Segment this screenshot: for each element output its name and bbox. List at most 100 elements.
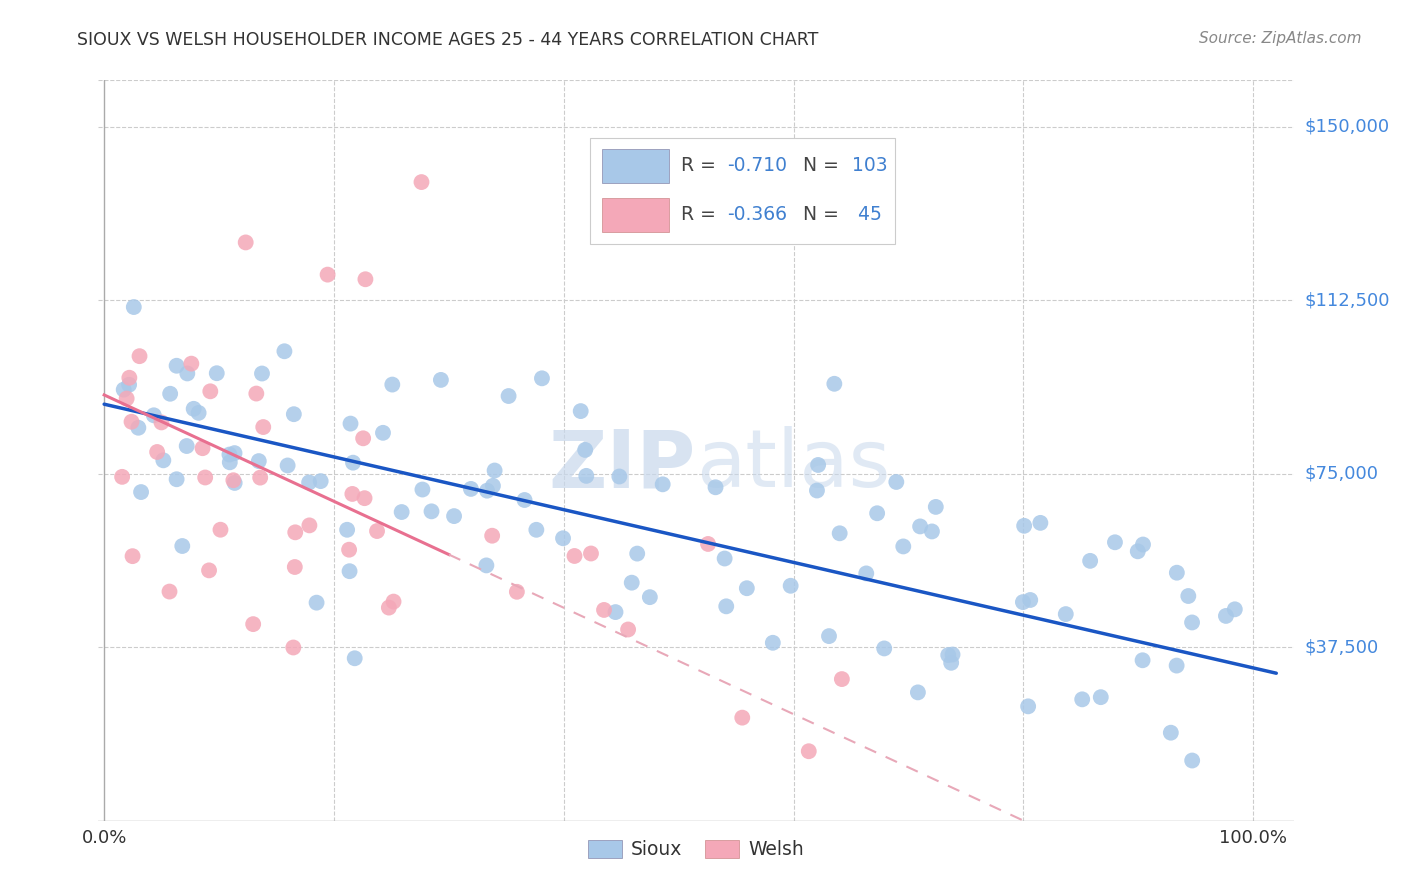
Point — [224, 475, 246, 490]
Point — [183, 401, 205, 416]
Point — [337, 542, 360, 557]
Text: -0.366: -0.366 — [727, 205, 787, 224]
Point — [941, 656, 963, 670]
Point — [159, 584, 181, 599]
Point — [1104, 535, 1126, 549]
Point — [806, 483, 828, 498]
Point — [697, 537, 720, 551]
Point — [925, 500, 948, 514]
Point — [1012, 595, 1035, 609]
Point — [593, 603, 616, 617]
Point — [128, 349, 150, 363]
Point — [1017, 699, 1039, 714]
Point — [118, 377, 141, 392]
Point — [605, 605, 627, 619]
Text: atlas: atlas — [696, 426, 890, 504]
Point — [430, 373, 453, 387]
Point — [150, 416, 173, 430]
Point — [118, 370, 141, 384]
Text: -0.710: -0.710 — [727, 156, 787, 175]
Point — [180, 357, 202, 371]
Point — [908, 519, 931, 533]
Point — [378, 600, 401, 615]
Text: $75,000: $75,000 — [1305, 465, 1379, 483]
Point — [818, 629, 841, 643]
Point — [283, 407, 305, 421]
Point — [475, 483, 498, 498]
Point — [575, 468, 598, 483]
Point — [242, 617, 264, 632]
Point — [1090, 690, 1112, 705]
Point — [209, 523, 232, 537]
Point — [284, 525, 307, 540]
Point — [1012, 518, 1035, 533]
Point — [152, 453, 174, 467]
Point — [250, 367, 273, 381]
Point — [218, 455, 240, 469]
Point — [731, 711, 754, 725]
Text: R =: R = — [682, 156, 723, 175]
Point — [316, 268, 339, 282]
Point — [336, 523, 359, 537]
Point — [382, 594, 405, 608]
Point — [828, 526, 851, 541]
Point — [1029, 516, 1052, 530]
Point — [620, 575, 643, 590]
Text: N =: N = — [803, 156, 845, 175]
Point — [1166, 658, 1188, 673]
Point — [129, 485, 152, 500]
Point — [245, 386, 267, 401]
Point — [218, 448, 240, 462]
Point — [121, 415, 143, 429]
Point — [886, 475, 908, 489]
Point — [342, 456, 364, 470]
Point — [224, 446, 246, 460]
Text: $150,000: $150,000 — [1305, 118, 1389, 136]
Point — [166, 472, 188, 486]
Point — [342, 487, 364, 501]
Point — [354, 272, 377, 286]
Point — [704, 480, 727, 494]
Point — [198, 563, 221, 577]
Text: 45: 45 — [852, 205, 882, 224]
Point — [366, 524, 388, 538]
Legend: Sioux, Welsh: Sioux, Welsh — [581, 832, 811, 867]
Point — [411, 483, 433, 497]
Point — [1126, 544, 1149, 558]
Point — [391, 505, 413, 519]
Point — [159, 386, 181, 401]
Point — [122, 300, 145, 314]
Text: ZIP: ZIP — [548, 426, 696, 504]
Point — [1078, 554, 1101, 568]
Point — [1181, 754, 1204, 768]
Point — [277, 458, 299, 473]
Point — [936, 648, 959, 662]
Point — [371, 425, 394, 440]
Text: SIOUX VS WELSH HOUSEHOLDER INCOME AGES 25 - 44 YEARS CORRELATION CHART: SIOUX VS WELSH HOUSEHOLDER INCOME AGES 2… — [77, 31, 818, 49]
Point — [484, 463, 506, 477]
Point — [921, 524, 943, 539]
FancyBboxPatch shape — [591, 138, 896, 244]
Point — [475, 558, 498, 573]
Point — [855, 566, 877, 581]
Point — [524, 523, 547, 537]
Point — [339, 417, 361, 431]
Point — [305, 596, 328, 610]
Point — [298, 518, 321, 533]
Point — [1132, 653, 1154, 667]
Point — [1132, 537, 1154, 551]
Point — [831, 672, 853, 686]
Point — [498, 389, 520, 403]
Text: 103: 103 — [852, 156, 887, 175]
Point — [187, 406, 209, 420]
Point — [807, 458, 830, 472]
Point — [569, 404, 592, 418]
Point — [1181, 615, 1204, 630]
Point — [111, 470, 134, 484]
Point — [284, 560, 307, 574]
Point — [252, 420, 274, 434]
Point — [530, 371, 553, 385]
Point — [205, 366, 228, 380]
Point — [481, 529, 503, 543]
Point — [247, 454, 270, 468]
